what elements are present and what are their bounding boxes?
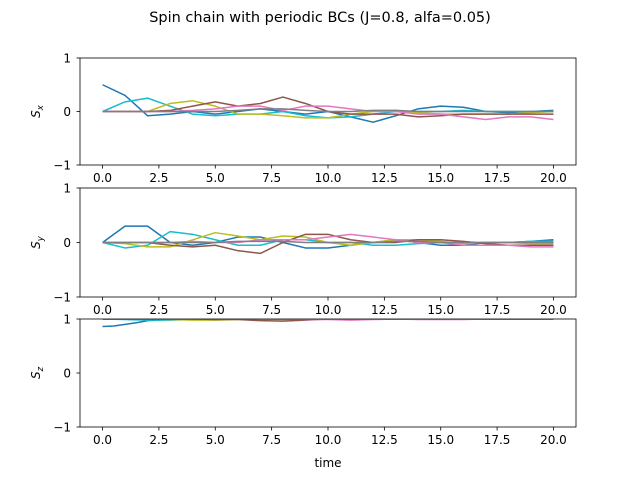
y-tick-label: 0: [63, 236, 71, 250]
subplot-x: 0.0 2.5 5.0 7.5 10.0 12.5 15.0 17.5 20.0 1 0 −1 Sx: [29, 52, 577, 185]
subplot-z: 0.0 2.5 5.0 7.5 10.0 12.5 15.0 17.5 20.0 1 0 −1 Sz: [29, 313, 577, 447]
x-tick-label: 12.5: [371, 303, 398, 317]
subplots: 0.0 2.5 5.0 7.5 10.0 12.5 15.0 17.5 20.010−1Sx0.…: [29, 52, 577, 447]
series-lines: [102, 225, 554, 255]
x-tick-label: 2.5: [149, 171, 168, 185]
x-tick-label: 10.0: [315, 433, 342, 447]
x-tick-label: 17.5: [484, 171, 511, 185]
x-tick-label: 20.0: [540, 303, 567, 317]
x-tick-label: 2.5: [149, 303, 168, 317]
x-tick-label: 12.5: [371, 433, 398, 447]
x-tick-label: 20.0: [540, 433, 567, 447]
series-lines: [102, 84, 554, 123]
series-line-2: [102, 97, 554, 119]
y-tick-label: −1: [53, 159, 71, 173]
x-tick-label: 17.5: [484, 433, 511, 447]
y-tick-label: 0: [63, 105, 71, 119]
y-tick-label: 1: [63, 52, 71, 66]
x-tick-label: 12.5: [371, 171, 398, 185]
x-tick-label: 20.0: [540, 171, 567, 185]
x-tick-label: 7.5: [262, 433, 281, 447]
x-tick-label: 0.0: [93, 433, 112, 447]
y-tick-label: −1: [53, 421, 71, 435]
subplot-y: 0.0 2.5 5.0 7.5 10.0 12.5 15.0 17.5 20.0 1 0 −1 Sy: [29, 182, 577, 317]
x-tick-label: 7.5: [262, 303, 281, 317]
x-tick-label: 10.0: [315, 303, 342, 317]
x-tick-label: 0.0: [93, 303, 112, 317]
x-tick-label: 2.5: [149, 433, 168, 447]
series-line-1: [102, 319, 554, 328]
x-tick-label: 10.0: [315, 171, 342, 185]
x-tick-label: 0.0: [93, 171, 112, 185]
x-tick-label: 17.5: [484, 303, 511, 317]
series-line-6: [102, 108, 554, 113]
y-tick-label: −1: [53, 291, 71, 305]
y-axis-label: Sy: [29, 235, 46, 249]
x-tick-label: 5.0: [206, 433, 225, 447]
x-tick-label: 15.0: [427, 303, 454, 317]
series-line-6: [102, 240, 554, 244]
figure-title: Spin chain with periodic BCs (J=0.8, alf…: [149, 10, 491, 26]
y-tick-label: 1: [63, 182, 71, 196]
x-tick-label: 7.5: [262, 171, 281, 185]
axes-frame: [79, 318, 577, 428]
x-tick-label: 15.0: [427, 433, 454, 447]
y-tick-label: 0: [63, 367, 71, 381]
y-axis-label: Sz: [29, 366, 46, 379]
x-tick-label: 5.0: [206, 171, 225, 185]
series-lines: [102, 319, 554, 328]
x-axis-label: time: [314, 456, 341, 470]
x-tick-label: 15.0: [427, 171, 454, 185]
y-tick-label: 1: [63, 313, 71, 327]
series-line-3: [102, 100, 554, 119]
y-axis-label: Sx: [29, 104, 46, 118]
x-tick-label: 5.0: [206, 303, 225, 317]
